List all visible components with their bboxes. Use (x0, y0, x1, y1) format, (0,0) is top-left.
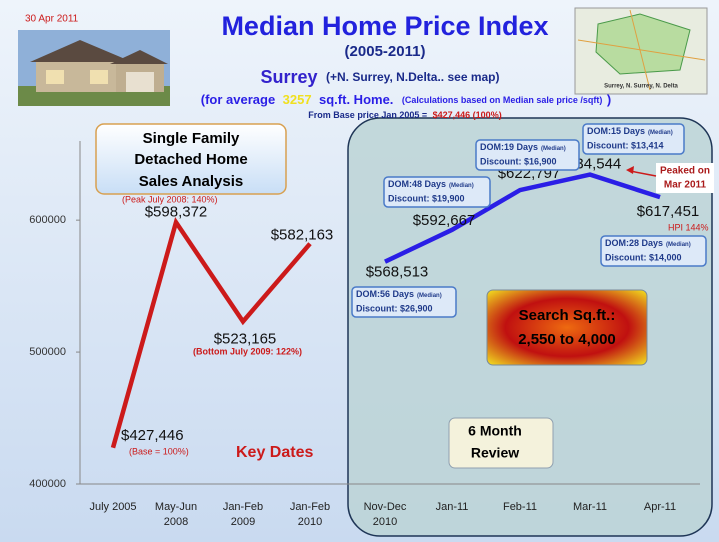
base-line: From Base price Jan 2005 = $427,446 (100… (308, 110, 501, 120)
dom-days: DOM:19 Days (480, 142, 538, 152)
dom-median: (Median) (648, 130, 673, 136)
base-value: $427,446 (100%) (433, 110, 502, 120)
peaked-line: Peaked on (660, 166, 710, 177)
x-tick-label: May-Jun 2008 (155, 501, 197, 528)
review-line: Review (471, 445, 519, 461)
y-tick-label: 500000 (29, 346, 66, 358)
value-label: $427,446 (121, 427, 184, 444)
value-label: $592,667 (413, 212, 476, 229)
bottom-note: (Bottom July 2009: 122%) (193, 346, 302, 356)
calc-close: ) (607, 92, 611, 107)
base-pct: (Base = 100%) (129, 446, 189, 456)
dom-box-frame (582, 123, 685, 155)
dom-discount: Discount: $13,414 (587, 140, 664, 150)
dom-box-frame (475, 139, 580, 171)
dom-days: DOM:48 Days (388, 179, 446, 189)
location-note: (+N. Surrey, N.Delta.. see map) (326, 70, 500, 84)
location: Surrey (260, 67, 317, 87)
y-tick-label: 600000 (29, 214, 66, 226)
dom-box: DOM:19 Days (Median) Discount: $16,900 (475, 139, 580, 171)
x-tick-label: July 2005 (89, 501, 136, 513)
dom-days: DOM:15 Days (587, 126, 645, 136)
dom-line: DOM:28 Days (Median) (605, 238, 691, 248)
search-box: Search Sq.ft.: 2,550 to 4,000 (486, 289, 648, 366)
dom-line: DOM:19 Days (Median) (480, 142, 566, 152)
hpi-note: HPI 144% (668, 222, 709, 232)
size-line: (for average 3257 sq.ft. Home. (Calculat… (201, 92, 611, 109)
dom-days: DOM:28 Days (605, 238, 663, 248)
dom-box: DOM:56 Days (Median) Discount: $26,900 (351, 286, 457, 318)
dom-box-frame (351, 286, 457, 318)
dom-median: (Median) (417, 293, 442, 299)
location-line: Surrey (+N. Surrey, N.Delta.. see map) (260, 67, 499, 87)
x-tick-label: Jan-Feb 2009 (223, 501, 263, 528)
x-tick-label: Nov-Dec 2010 (364, 501, 407, 528)
calc-note: (Calculations based on Median sale price… (402, 95, 603, 105)
dom-line: DOM:15 Days (Median) (587, 126, 673, 136)
x-tick-label: Jan-Feb 2010 (290, 501, 330, 528)
value-label: $617,451 (637, 203, 700, 220)
search-line: Search Sq.ft.: (519, 307, 616, 324)
dom-box: DOM:28 Days (Median) Discount: $14,000 (600, 235, 707, 267)
review-box: 6 Month Review (448, 417, 554, 469)
analysis-line: Sales Analysis (139, 173, 244, 190)
dom-line: DOM:56 Days (Median) (356, 289, 442, 299)
dom-discount: Discount: $26,900 (356, 303, 433, 313)
chart-title: Median Home Price Index (221, 11, 548, 41)
analysis-line: Detached Home (134, 151, 247, 168)
review-line: 6 Month (468, 423, 522, 439)
size-value: 3257 (283, 92, 312, 107)
x-tick-label: Mar-11 (573, 501, 607, 513)
value-label: $523,165 (214, 330, 277, 347)
dom-box-frame (383, 176, 491, 208)
base-note: From Base price Jan 2005 = (308, 110, 427, 120)
dom-box-frame (600, 235, 707, 267)
peaked-line: Mar 2011 (664, 180, 707, 191)
x-tick-label: Jan-11 (436, 501, 469, 513)
dom-median: (Median) (541, 146, 566, 152)
dom-discount: Discount: $16,900 (480, 156, 557, 166)
size-suffix: sq.ft. Home. (319, 92, 393, 107)
dom-discount: Discount: $14,000 (605, 252, 682, 262)
analysis-box: Single Family Detached Home Sales Analys… (95, 123, 287, 195)
x-tick-label: Feb-11 (503, 501, 537, 513)
value-label: $568,513 (366, 264, 429, 281)
size-prefix: (for average (201, 92, 275, 107)
map: Surrey, N. Surrey, N. Delta (574, 7, 708, 95)
peaked-note: Peaked on Mar 2011 (626, 163, 714, 193)
date: 30 Apr 2011 (25, 14, 79, 25)
x-tick-label: Apr-11 (644, 501, 676, 513)
house-photo (18, 30, 170, 106)
dom-days: DOM:56 Days (356, 289, 414, 299)
value-label: $582,163 (271, 227, 334, 244)
y-tick-label: 400000 (29, 478, 66, 490)
dom-discount: Discount: $19,900 (388, 193, 465, 203)
search-line: 2,550 to 4,000 (518, 331, 616, 348)
map-caption: Surrey, N. Surrey, N. Delta (604, 84, 678, 90)
line (384, 172, 661, 264)
dom-median: (Median) (666, 242, 691, 248)
analysis-line: Single Family (143, 130, 240, 147)
peak-note: (Peak July 2008: 140%) (122, 194, 218, 204)
key-dates: Key Dates (236, 444, 313, 461)
dom-box: DOM:15 Days (Median) Discount: $13,414 (582, 123, 685, 155)
subtitle: (2005-2011) (345, 43, 426, 60)
dom-line: DOM:48 Days (Median) (388, 179, 474, 189)
dom-box: DOM:48 Days (Median) Discount: $19,900 (383, 176, 491, 208)
dom-median: (Median) (449, 183, 474, 189)
value-label: $598,372 (145, 203, 208, 220)
line (110, 217, 312, 449)
